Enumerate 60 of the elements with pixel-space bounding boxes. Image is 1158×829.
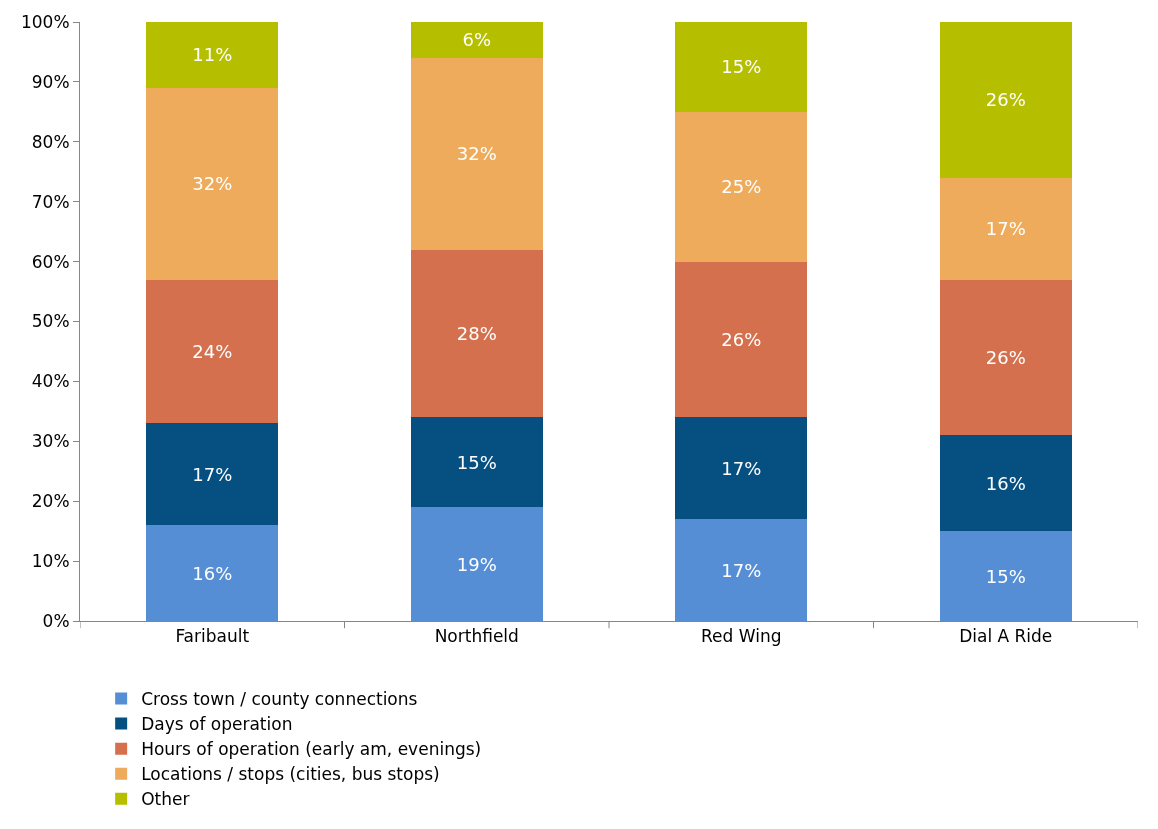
bar — [939, 22, 1072, 178]
y-tick-label: 80% — [31, 131, 70, 152]
data-label: 26% — [985, 89, 1026, 111]
y-tick-label: 50% — [31, 311, 70, 332]
bar — [675, 111, 808, 262]
data-label: 26% — [721, 328, 762, 350]
data-label: 15% — [456, 451, 497, 473]
bar — [146, 22, 279, 88]
bar — [410, 57, 543, 250]
bar — [410, 249, 543, 418]
data-label: 32% — [192, 173, 233, 195]
data-label: 17% — [721, 559, 762, 581]
bar — [939, 177, 1072, 280]
y-tick-label: 60% — [31, 251, 70, 272]
data-label: 15% — [985, 565, 1026, 587]
bar — [939, 279, 1072, 436]
bar — [410, 22, 543, 58]
bar — [675, 417, 808, 520]
data-label: 28% — [456, 322, 497, 344]
data-label: 17% — [985, 218, 1026, 240]
legend-label: Locations / stops (cities, bus stops) — [141, 764, 440, 785]
data-label: 17% — [192, 463, 233, 485]
data-label: 25% — [721, 176, 762, 198]
data-label: 15% — [721, 56, 762, 78]
y-tick-label: 100% — [20, 11, 70, 32]
y-tick-label: 40% — [31, 371, 70, 392]
x-tick-label: Red Wing — [701, 626, 782, 647]
data-label: 16% — [192, 562, 233, 584]
y-tick-label: 10% — [31, 551, 70, 572]
data-label: 6% — [462, 29, 492, 51]
y-tick-label: 20% — [31, 491, 70, 512]
legend-label: Hours of operation (early am, evenings) — [141, 739, 482, 760]
bar — [146, 87, 279, 280]
bar — [410, 507, 543, 621]
bar — [146, 423, 279, 526]
data-label: 16% — [985, 472, 1026, 494]
y-tick-label: 30% — [31, 431, 70, 452]
data-label: 17% — [721, 457, 762, 479]
data-label: 26% — [985, 346, 1026, 368]
bar — [675, 261, 808, 418]
data-label: 32% — [456, 143, 497, 165]
bar — [410, 417, 543, 508]
y-tick-label: 90% — [31, 71, 70, 92]
data-label: 19% — [456, 553, 497, 575]
bar — [939, 435, 1072, 532]
x-tick-label: Dial A Ride — [959, 626, 1053, 647]
bar — [146, 525, 279, 621]
data-label: 11% — [192, 44, 233, 66]
legend-label: Days of operation — [141, 714, 293, 735]
x-tick-label: Faribault — [175, 626, 250, 647]
x-tick-label: Northfield — [434, 626, 519, 647]
y-tick-label: 70% — [31, 191, 70, 212]
data-label: 24% — [192, 340, 233, 362]
legend-label: Cross town / county connections — [141, 689, 418, 710]
bar — [146, 279, 279, 424]
legend-label: Other — [141, 789, 190, 810]
bar — [675, 519, 808, 621]
bar — [939, 531, 1072, 621]
bar — [675, 22, 808, 112]
y-tick-label: 0% — [42, 610, 70, 631]
